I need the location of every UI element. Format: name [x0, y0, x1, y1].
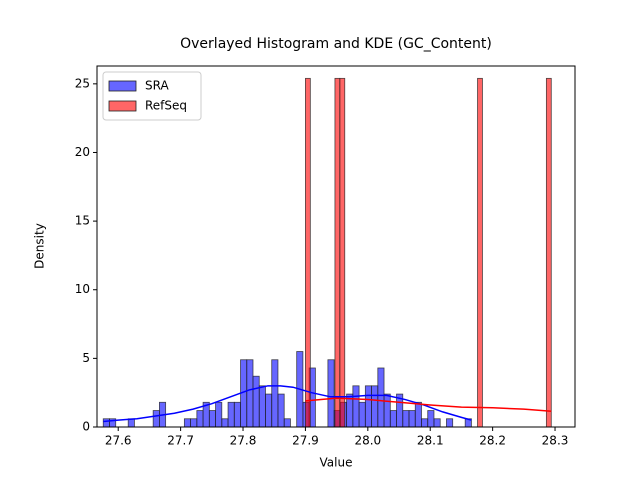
histogram-bar [252, 375, 260, 428]
x-tick-label: 27.9 [292, 434, 319, 448]
histogram-bar [477, 77, 483, 428]
legend-label: RefSeq [145, 99, 187, 113]
histogram-bar [383, 393, 391, 428]
chart-title: Overlayed Histogram and KDE (GC_Content) [180, 36, 492, 52]
kde-line [305, 397, 552, 412]
histogram-bar [358, 401, 366, 428]
kde-line [103, 385, 472, 423]
histogram-bar [421, 418, 429, 428]
histogram-bar [265, 393, 273, 428]
x-tick-label: 27.8 [230, 434, 257, 448]
histogram-bar [427, 410, 435, 428]
x-tick-label: 28.3 [542, 434, 569, 448]
y-axis-label: Density [33, 223, 47, 269]
x-tick-label: 27.6 [105, 434, 132, 448]
histogram-bar [334, 77, 341, 428]
histogram-bar [246, 359, 254, 428]
legend: SRA RefSeq [102, 71, 202, 121]
y-tick-label: 0 [82, 420, 90, 434]
histogram-bar [221, 418, 229, 428]
histogram-bar [190, 418, 198, 428]
histogram-bar [271, 359, 279, 428]
histogram-bar [414, 401, 422, 428]
x-tick-label: 28.1 [417, 434, 444, 448]
histogram-bar [233, 401, 241, 428]
histogram-bar [339, 77, 346, 428]
histogram-bar [208, 410, 216, 428]
histogram-bar [258, 385, 266, 428]
histogram-bar [364, 385, 372, 428]
x-tick-label: 28.0 [354, 434, 381, 448]
y-tick-label: 20 [75, 145, 90, 159]
legend-swatch [108, 80, 137, 92]
histogram-bar [402, 410, 410, 428]
x-axis-label: Value [320, 456, 353, 470]
histogram-bar [408, 410, 416, 428]
histogram-bar [377, 367, 385, 428]
y-tick-label: 25 [75, 76, 90, 90]
histogram-bar [327, 359, 335, 428]
histogram-bar [352, 385, 360, 428]
histogram-bar [389, 410, 397, 428]
histogram-bar [545, 77, 552, 428]
histogram-bar [433, 418, 441, 428]
y-tick-label: 15 [75, 214, 90, 228]
y-tick-label: 10 [75, 282, 90, 296]
histogram-bar [152, 410, 160, 428]
x-tick-label: 27.7 [167, 434, 194, 448]
histogram-bar [183, 418, 192, 428]
histogram-bar [305, 77, 311, 428]
axes-frame [96, 65, 576, 428]
histogram-bar [102, 418, 110, 428]
legend-label: SRA [145, 79, 169, 93]
histogram-bar [196, 410, 204, 428]
legend-swatch [108, 100, 137, 112]
histogram-bar [277, 393, 285, 428]
histogram-bar [283, 418, 291, 428]
histogram-bar [371, 385, 379, 428]
histogram-bar [227, 401, 235, 428]
histogram-bar [215, 401, 223, 428]
y-tick-label: 5 [82, 351, 90, 365]
x-tick-label: 28.2 [479, 434, 506, 448]
histogram-bar [446, 418, 454, 428]
